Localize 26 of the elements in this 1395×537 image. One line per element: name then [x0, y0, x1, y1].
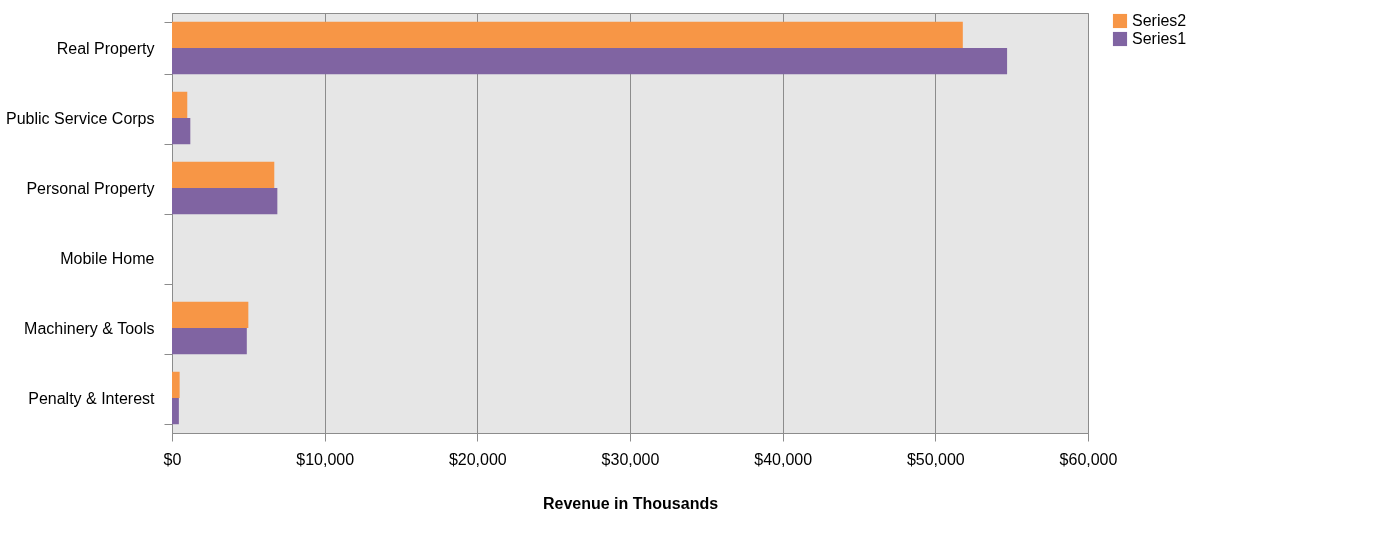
- bar: [172, 188, 278, 215]
- y-tick-label: Machinery & Tools: [24, 319, 155, 337]
- x-tick-label: $10,000: [296, 450, 355, 468]
- x-tick-label: $0: [163, 450, 182, 468]
- bar: [172, 328, 247, 355]
- bar: [172, 301, 249, 328]
- bar: [172, 48, 1008, 75]
- x-axis-title: Revenue in Thousands: [542, 494, 719, 512]
- legend-label: Series1: [1132, 30, 1187, 47]
- bar: [172, 21, 963, 48]
- y-tick-label: Mobile Home: [60, 249, 155, 267]
- x-tick-label: $40,000: [754, 450, 813, 468]
- x-tick-label: $50,000: [906, 450, 965, 468]
- bar: [172, 91, 188, 118]
- y-tick-label: Penalty & Interest: [28, 389, 156, 407]
- bar: [172, 161, 275, 188]
- x-tick-label: $20,000: [448, 450, 507, 468]
- legend-label: Series2: [1132, 12, 1187, 29]
- bar: [172, 398, 179, 425]
- x-tick-label: $30,000: [601, 450, 660, 468]
- x-tick-label: $60,000: [1059, 450, 1118, 468]
- bar: [172, 118, 191, 145]
- bar: [172, 371, 180, 398]
- y-tick-label: Public Service Corps: [6, 109, 155, 127]
- y-tick-label: Personal Property: [26, 179, 155, 197]
- y-tick-label: Real Property: [56, 39, 155, 57]
